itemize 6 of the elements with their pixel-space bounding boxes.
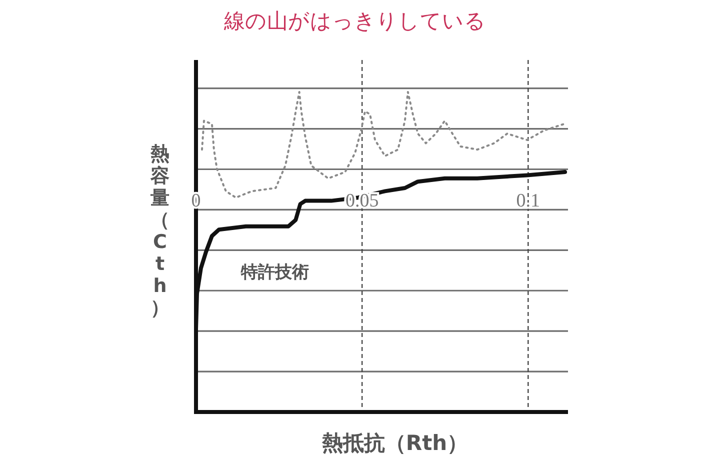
y-axis-title: 熱容量（Cth）: [150, 143, 170, 319]
x-tick-label: 0: [191, 190, 201, 212]
x-axis-title: 熱抵抗（Rth）: [320, 431, 468, 455]
text: 特許技術: [240, 262, 309, 283]
x-tick-label: 0.1: [516, 190, 540, 212]
chart-title: 線の山がはっきりしている: [223, 9, 486, 33]
